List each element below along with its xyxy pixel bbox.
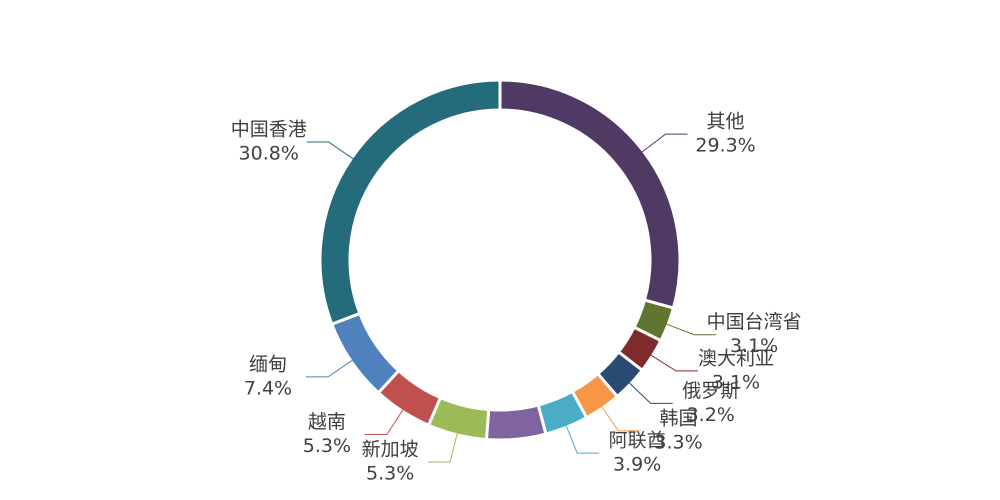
value-label: 29.3%	[695, 135, 755, 157]
category-label: 阿联酋	[609, 430, 666, 452]
value-label: 3.2%	[687, 404, 735, 426]
value-label: 30.8%	[239, 143, 299, 165]
category-label: 缅甸	[249, 353, 287, 375]
value-label: 7.4%	[244, 377, 292, 399]
donut-segment	[498, 78, 682, 310]
leader-line	[601, 405, 641, 432]
category-label: 俄罗斯	[682, 380, 739, 402]
category-label: 中国台湾省	[707, 311, 802, 333]
leader-line	[305, 359, 354, 378]
category-label: 中国香港	[231, 119, 307, 141]
category-label: 新加坡	[362, 438, 419, 460]
value-label: 5.3%	[366, 462, 414, 484]
leader-line	[306, 141, 354, 160]
leader-line	[665, 323, 717, 336]
value-label: 3.1%	[730, 335, 778, 357]
value-label: 5.3%	[303, 435, 351, 457]
leader-line	[364, 409, 404, 436]
value-label: 3.1%	[712, 371, 760, 393]
category-label: 越南	[308, 411, 346, 433]
leader-line	[428, 432, 458, 463]
leader-line	[641, 133, 688, 153]
category-label: 韩国	[660, 407, 698, 429]
category-label: 澳大利亚	[698, 347, 774, 369]
leader-line	[628, 382, 673, 404]
value-label: 3.9%	[613, 454, 661, 476]
category-label: 其他	[707, 111, 745, 133]
value-label: 3.3%	[654, 431, 702, 453]
donut-segment	[318, 78, 502, 327]
leader-line	[650, 354, 698, 372]
donut-segment	[329, 311, 401, 395]
donut-segment	[484, 403, 548, 442]
leader-line	[565, 425, 600, 454]
